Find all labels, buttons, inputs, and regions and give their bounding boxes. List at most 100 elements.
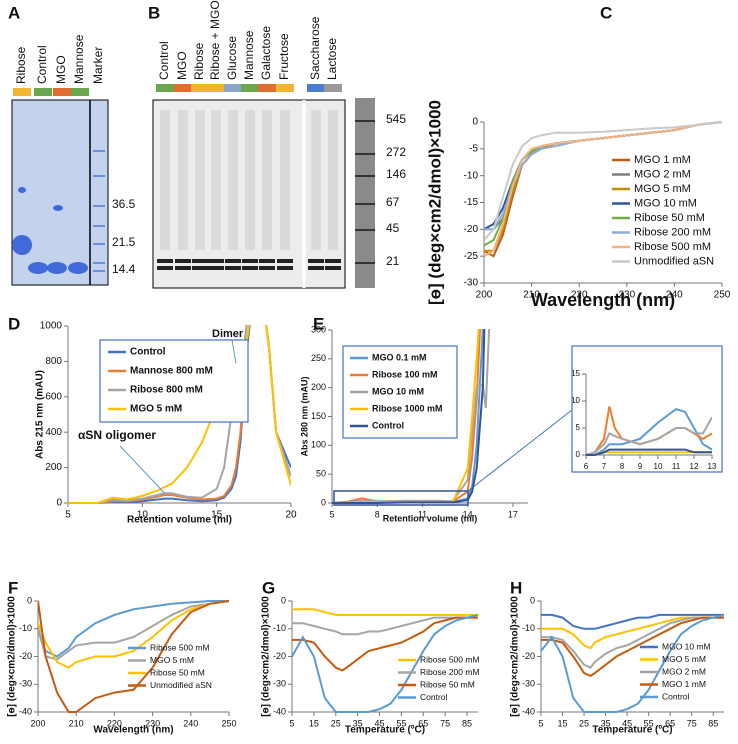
annotation-arrow bbox=[119, 445, 165, 494]
band bbox=[12, 235, 32, 255]
x-axis-label: Retention volume (ml) bbox=[383, 513, 478, 523]
marker-band bbox=[355, 120, 375, 122]
y-axis-label: [ө] (deg×cm2/dmol)×1000 bbox=[261, 596, 272, 717]
x-tick-label: 250 bbox=[714, 290, 731, 301]
legend-label: Unmodified aSN bbox=[634, 255, 714, 267]
zoom-region bbox=[333, 490, 469, 506]
series-line bbox=[292, 608, 478, 616]
x-tick-label: 5 bbox=[538, 718, 543, 728]
smear bbox=[211, 110, 221, 250]
marker-label: 36.5 bbox=[112, 197, 136, 211]
series-line bbox=[292, 616, 478, 672]
x-tick-label: 200 bbox=[30, 718, 45, 728]
band bbox=[18, 187, 26, 193]
x-tick-label: 13 bbox=[708, 462, 717, 471]
x-tick-label: 200 bbox=[476, 290, 493, 301]
band bbox=[175, 266, 191, 270]
x-tick-label: 85 bbox=[462, 718, 472, 728]
legend-label: MGO 10 mM bbox=[372, 386, 424, 396]
x-tick-label: 75 bbox=[687, 718, 697, 728]
y-tick-label: 0 bbox=[321, 497, 326, 507]
band bbox=[308, 259, 324, 263]
lane-label: Saccharose bbox=[308, 16, 322, 80]
smear bbox=[328, 110, 338, 250]
series-line bbox=[332, 329, 482, 504]
lane-label: Mannose bbox=[242, 30, 256, 80]
x-tick-label: 15 bbox=[211, 510, 223, 521]
y-tick-label: 10 bbox=[571, 396, 580, 405]
panel-letter: G bbox=[262, 578, 275, 597]
lane-color-bar bbox=[13, 88, 31, 96]
series-line bbox=[484, 121, 722, 241]
x-tick-label: 35 bbox=[353, 718, 363, 728]
series-line bbox=[541, 616, 724, 678]
legend-label: Ribose 500 mM bbox=[150, 642, 210, 652]
smear bbox=[262, 110, 272, 250]
lane-label: Marker bbox=[91, 47, 105, 84]
band bbox=[208, 266, 224, 270]
band bbox=[47, 262, 67, 274]
y-tick-label: -40 bbox=[273, 706, 286, 716]
y-tick-label: -20 bbox=[273, 651, 286, 661]
x-tick-label: 55 bbox=[644, 718, 654, 728]
y-tick-label: -25 bbox=[464, 251, 479, 262]
band bbox=[157, 266, 173, 270]
x-tick-label: 5 bbox=[65, 510, 71, 521]
lane-label: Control bbox=[35, 45, 49, 84]
series-line bbox=[38, 600, 229, 669]
marker-band bbox=[93, 225, 105, 227]
lane-label: Galactose bbox=[259, 26, 273, 80]
x-axis-label: Wavelength (nm) bbox=[93, 725, 173, 736]
panel-letter: A bbox=[8, 3, 20, 22]
series-line bbox=[292, 616, 478, 636]
smear bbox=[311, 110, 321, 250]
y-tick-label: 0 bbox=[576, 450, 581, 459]
band bbox=[192, 259, 208, 263]
y-tick-label: 150 bbox=[311, 411, 326, 421]
y-tick-label: 400 bbox=[45, 427, 62, 438]
smear bbox=[160, 110, 170, 250]
y-tick-label: -20 bbox=[19, 651, 32, 661]
legend-label: Ribose 500 mM bbox=[420, 654, 480, 664]
marker-label: 21.5 bbox=[112, 235, 136, 249]
y-tick-label: 0 bbox=[56, 498, 62, 509]
band bbox=[259, 259, 275, 263]
band bbox=[68, 262, 88, 274]
series-line bbox=[38, 600, 229, 658]
marker-label: 14.4 bbox=[112, 262, 136, 276]
legend-label: MGO 5 mM bbox=[634, 183, 691, 195]
y-axis-label: [ө] (deg×cm2/dmol)×1000 bbox=[510, 596, 521, 717]
series-line bbox=[38, 600, 229, 713]
series-line bbox=[68, 325, 291, 504]
x-tick-label: 9 bbox=[638, 462, 643, 471]
y-tick-label: -15 bbox=[464, 197, 479, 208]
marker-label: 67 bbox=[386, 195, 400, 209]
legend-label: Ribose 200 mM bbox=[634, 226, 711, 238]
series-line bbox=[586, 407, 712, 456]
marker-band bbox=[355, 175, 375, 177]
x-tick-label: 11 bbox=[672, 462, 681, 471]
series-line bbox=[541, 613, 724, 630]
gel bbox=[11, 99, 109, 286]
band bbox=[308, 266, 324, 270]
series-line bbox=[332, 329, 486, 504]
x-tick-label: 45 bbox=[375, 718, 385, 728]
y-tick-label: -20 bbox=[522, 651, 535, 661]
x-tick-label: 240 bbox=[666, 290, 683, 301]
band bbox=[242, 266, 258, 270]
y-tick-label: -30 bbox=[19, 679, 32, 689]
annotation: Dimer bbox=[212, 328, 244, 340]
x-tick-label: 5 bbox=[329, 509, 334, 519]
legend-label: MGO 0.1 mM bbox=[372, 352, 427, 362]
legend-label: Ribose 500 mM bbox=[634, 241, 711, 253]
lane-color-bar bbox=[174, 84, 192, 92]
y-tick-label: -10 bbox=[273, 623, 286, 633]
series-line bbox=[586, 448, 712, 456]
marker-band bbox=[355, 153, 375, 155]
x-tick-label: 15 bbox=[309, 718, 319, 728]
x-tick-label: 45 bbox=[622, 718, 632, 728]
x-tick-label: 5 bbox=[289, 718, 294, 728]
lane-label: Ribose bbox=[192, 42, 206, 80]
y-tick-label: 600 bbox=[45, 391, 62, 402]
marker-band bbox=[355, 229, 375, 231]
